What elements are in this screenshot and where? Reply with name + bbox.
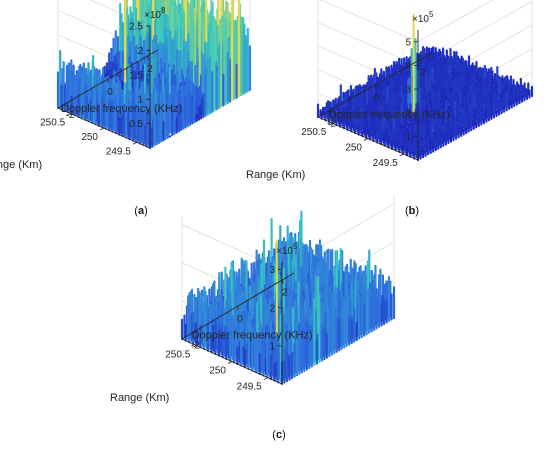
range-axis-title: Range (Km) <box>110 392 169 404</box>
doppler-tick-label: 0 <box>237 314 243 325</box>
z-tick-label: 0.5 <box>129 119 143 130</box>
surface-mesh <box>316 13 534 162</box>
range-axis-title: Range (Km) <box>246 169 305 181</box>
range-tick-label: 249.5 <box>373 158 398 169</box>
z-tick-label: 1 <box>405 132 411 143</box>
range-tick-label: 249.5 <box>237 382 262 393</box>
z-exponent-power: 5 <box>429 10 434 19</box>
doppler-axis-title: Doppler frequency (KHz) <box>61 103 182 115</box>
range-axis-title: Range (Km) <box>0 159 42 171</box>
range-tick-label: 250 <box>209 366 226 377</box>
z-tick-label: 2 <box>405 108 411 119</box>
panel-caption-letter: a <box>138 205 145 217</box>
panel-caption-close: ) <box>282 429 286 441</box>
panel-caption: (b) <box>405 205 419 217</box>
range-tick-label: 250 <box>345 143 362 154</box>
range-tick <box>399 153 404 157</box>
range-tick <box>192 345 197 348</box>
range-tick <box>227 361 233 364</box>
z-tick-label: 4 <box>405 61 411 72</box>
range-tick-label: 250.5 <box>165 349 190 360</box>
range-tick <box>132 141 138 145</box>
axes: -2 0 2 250.5 250 249.5 0.5 1 1.5 2 2.5×108 Doppler … <box>0 6 182 171</box>
z-tick-label: 1.5 <box>129 70 143 81</box>
panel-caption-letter: c <box>276 429 282 441</box>
z-tick-label: 5 <box>405 37 411 48</box>
doppler-tick-label: 2 <box>420 67 426 78</box>
panel-caption-close: ) <box>415 205 419 217</box>
range-tick <box>363 138 369 141</box>
z-tick-label: 3 <box>269 265 275 276</box>
range-tick-label: 250 <box>81 132 98 143</box>
z-tick-label: 1 <box>269 341 275 352</box>
z-tick-label: 2 <box>269 303 275 314</box>
range-tick <box>263 377 268 380</box>
z-exponent-label: ×108 <box>144 6 166 21</box>
z-exponent-power: 5 <box>293 242 298 251</box>
range-tick <box>99 127 105 131</box>
range-tick <box>66 113 72 117</box>
panel-caption: (c) <box>272 429 285 441</box>
doppler-tick-label: 2 <box>282 288 288 299</box>
z-tick-label: 2.5 <box>129 22 143 33</box>
z-exponent-power: 8 <box>161 6 166 15</box>
doppler-axis-title: Doppler frequency (KHz) <box>329 109 450 121</box>
panel-caption: (a) <box>134 205 147 217</box>
z-exponent-label: ×105 <box>276 242 298 257</box>
doppler-tick-label: -2 <box>66 110 75 121</box>
surface-mesh <box>180 210 396 386</box>
doppler-tick-label: -2 <box>327 119 336 130</box>
range-tick-label: 249.5 <box>106 146 131 157</box>
doppler-tick-label: 0 <box>374 93 380 104</box>
range-tick-label: 250.5 <box>40 118 65 129</box>
surface-plot-a: -2 0 2 250.5 250 249.5 0.5 1 1.5 2 2.5×108 Doppler … <box>0 0 252 217</box>
doppler-tick-label: 0 <box>107 87 113 98</box>
panel-caption-close: ) <box>144 205 148 217</box>
surface-mesh <box>56 0 252 150</box>
z-exponent-label: ×105 <box>412 10 434 25</box>
range-tick <box>328 122 333 126</box>
doppler-axis-title: Doppler frequency (KHz) <box>192 330 313 342</box>
z-tick-label: 2 <box>137 46 143 57</box>
doppler-tick-label: 2 <box>147 64 153 75</box>
z-tick-label: 1 <box>137 95 143 106</box>
z-tick-label: 3 <box>405 85 411 96</box>
range-tick-label: 250.5 <box>301 127 326 138</box>
panel-caption-letter: b <box>409 205 416 217</box>
